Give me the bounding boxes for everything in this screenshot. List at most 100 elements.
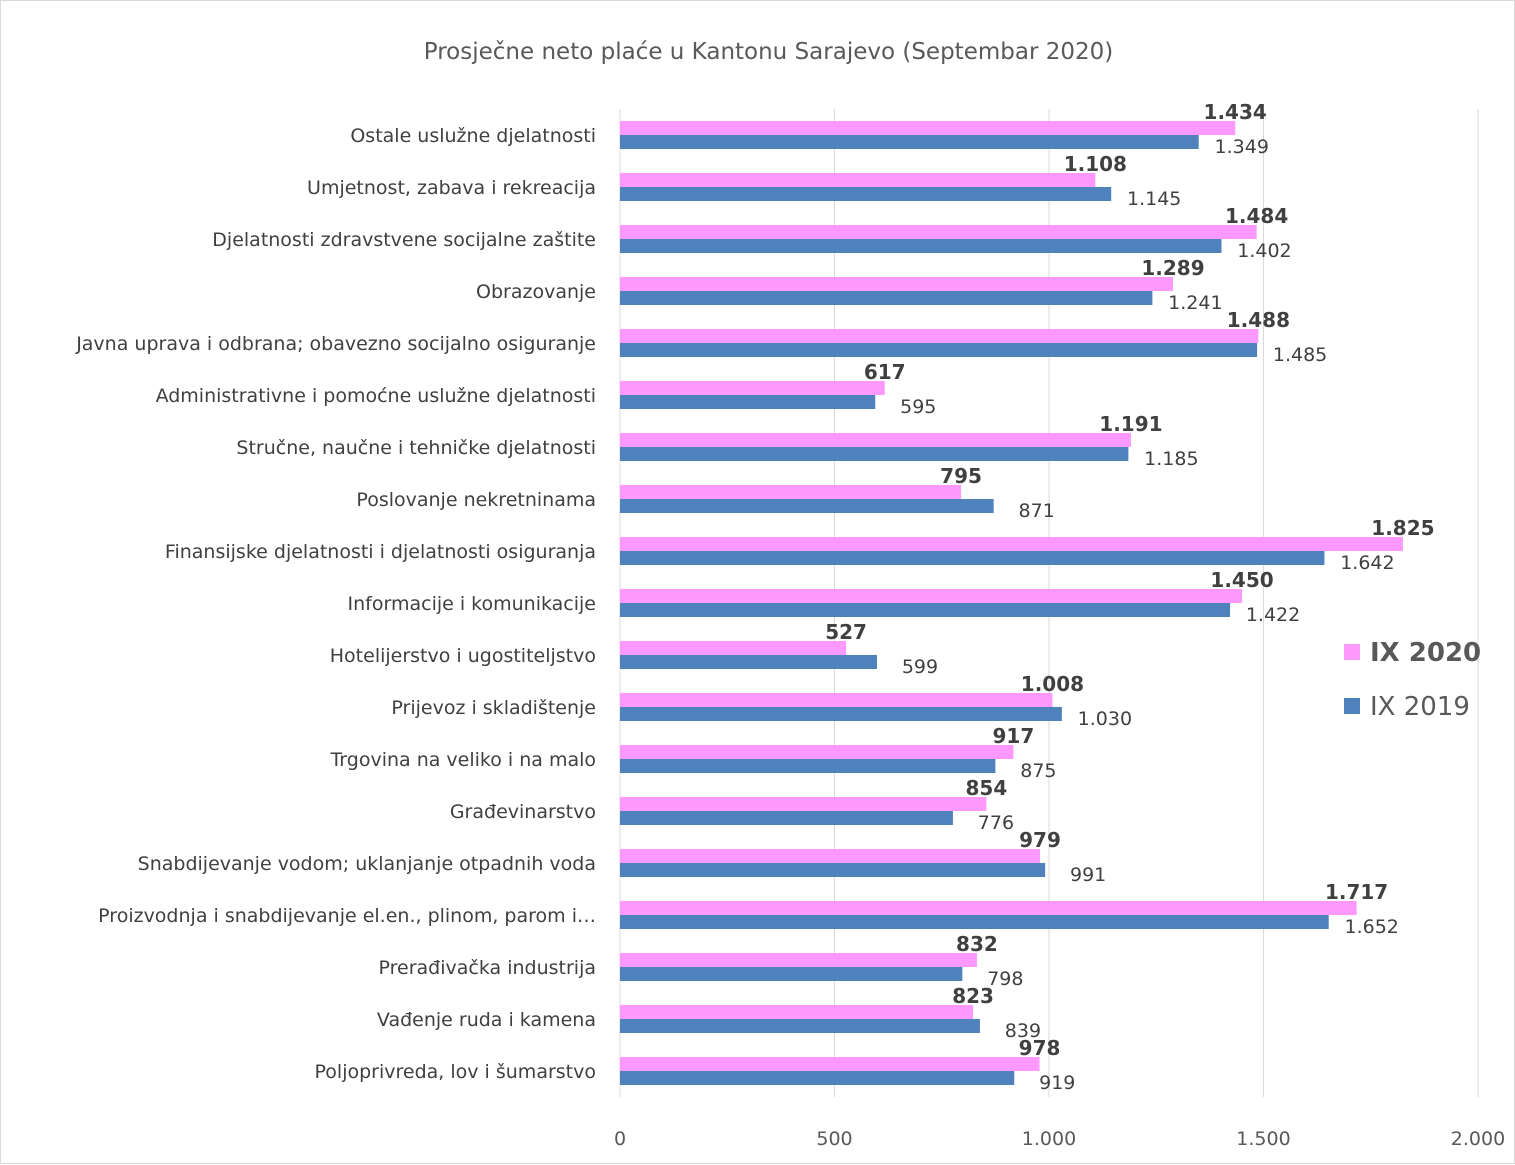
data-label-ix-2020: 1.191 — [1099, 412, 1162, 436]
x-tick-label: 0 — [614, 1128, 626, 1150]
data-label-ix-2019: 599 — [902, 656, 938, 678]
category-label: Prijevoz i skladištenje — [391, 697, 596, 719]
bar-ix-2019 — [620, 811, 953, 825]
category-label: Prerađivačka industrija — [379, 957, 596, 979]
category-label: Djelatnosti zdravstvene socijalne zaštit… — [212, 229, 596, 251]
bar-ix-2020 — [620, 121, 1236, 135]
data-label-ix-2019: 875 — [1020, 760, 1056, 782]
data-label-ix-2020: 1.289 — [1141, 256, 1204, 280]
data-label-ix-2019: 1.402 — [1237, 240, 1291, 262]
category-label: Finansijske djelatnosti i djelatnosti os… — [165, 541, 596, 563]
data-label-ix-2019: 839 — [1005, 1020, 1041, 1042]
data-label-ix-2019: 1.642 — [1340, 552, 1394, 574]
data-label-ix-2020: 1.008 — [1021, 672, 1084, 696]
legend-swatch-ix-2020 — [1344, 644, 1360, 660]
category-label: Obrazovanje — [476, 281, 596, 303]
category-label: Administrativne i pomoćne uslužne djelat… — [156, 385, 596, 407]
bar-ix-2020 — [620, 433, 1131, 447]
bar-ix-2019 — [620, 863, 1046, 877]
data-label-ix-2019: 1.349 — [1215, 136, 1269, 158]
data-label-ix-2020: 1.488 — [1227, 308, 1290, 332]
bar-ix-2019 — [620, 343, 1258, 357]
bar-ix-2020 — [620, 173, 1096, 187]
bar-ix-2019 — [620, 655, 877, 669]
bar-ix-2020 — [620, 225, 1257, 239]
bar-ix-2019 — [620, 499, 994, 513]
data-label-ix-2019: 1.652 — [1345, 916, 1399, 938]
bar-ix-2019 — [620, 1019, 980, 1033]
bar-ix-2019 — [620, 1071, 1015, 1085]
category-label: Građevinarstvo — [450, 801, 596, 823]
x-tick-label: 1.500 — [1236, 1128, 1290, 1150]
bar-ix-2019 — [620, 135, 1199, 149]
category-label: Trgovina na veliko i na malo — [329, 749, 596, 771]
bar-ix-2020 — [620, 329, 1259, 343]
bar-ix-2019 — [620, 395, 876, 409]
data-label-ix-2020: 1.484 — [1225, 204, 1288, 228]
category-label: Informacije i komunikacije — [348, 593, 596, 615]
data-label-ix-2019: 1.241 — [1168, 292, 1222, 314]
data-label-ix-2019: 776 — [978, 812, 1014, 834]
data-label-ix-2019: 919 — [1039, 1072, 1075, 1094]
bar-ix-2019 — [620, 551, 1325, 565]
category-label: Ostale uslužne djelatnosti — [350, 125, 596, 147]
x-axis-tick-labels: 0 500 1.000 1.500 2.000 — [614, 1128, 1505, 1150]
data-label-ix-2019: 1.422 — [1246, 604, 1300, 626]
bars — [620, 121, 1403, 1085]
data-label-ix-2019: 871 — [1019, 500, 1055, 522]
data-label-ix-2020: 1.717 — [1325, 880, 1388, 904]
category-label: Hotelijerstvo i ugostiteljstvo — [330, 645, 596, 667]
data-label-ix-2019: 1.185 — [1144, 448, 1198, 470]
data-label-ix-2020: 978 — [1019, 1036, 1061, 1060]
data-label-ix-2020: 1.450 — [1210, 568, 1273, 592]
bar-ix-2019 — [620, 239, 1222, 253]
bar-ix-2019 — [620, 603, 1231, 617]
category-label: Umjetnost, zabava i rekreacija — [307, 177, 596, 199]
data-label-ix-2020: 854 — [965, 776, 1007, 800]
data-label-ix-2020: 832 — [956, 932, 998, 956]
data-label-ix-2020: 527 — [825, 620, 867, 644]
data-label-ix-2020: 795 — [940, 464, 982, 488]
data-label-ix-2020: 917 — [993, 724, 1035, 748]
legend-label-ix-2020: IX 2020 — [1370, 638, 1481, 668]
bar-ix-2019 — [620, 967, 963, 981]
bar-ix-2020 — [620, 641, 847, 655]
bar-ix-2020 — [620, 953, 977, 967]
category-label: Proizvodnja i snabdijevanje el.en., plin… — [98, 905, 596, 927]
bar-ix-2019 — [620, 759, 996, 773]
bar-ix-2020 — [620, 277, 1173, 291]
category-label: Vađenje ruda i kamena — [377, 1009, 596, 1031]
bar-ix-2020 — [620, 589, 1243, 603]
bar-ix-2020 — [620, 797, 987, 811]
bar-ix-2019 — [620, 915, 1329, 929]
bar-ix-2020 — [620, 901, 1357, 915]
bar-ix-2020 — [620, 849, 1040, 863]
bar-ix-2020 — [620, 693, 1053, 707]
x-tick-label: 1.000 — [1022, 1128, 1076, 1150]
data-label-ix-2020: 617 — [864, 360, 906, 384]
data-label-ix-2020: 823 — [952, 984, 994, 1008]
category-label: Javna uprava i odbrana; obavezno socijal… — [75, 333, 596, 355]
data-label-ix-2019: 595 — [900, 396, 936, 418]
chart-title: Prosječne neto plaće u Kantonu Sarajevo … — [423, 39, 1114, 65]
data-label-ix-2020: 1.108 — [1064, 152, 1127, 176]
data-label-ix-2020: 1.434 — [1204, 100, 1267, 124]
data-label-ix-2020: 979 — [1019, 828, 1061, 852]
data-label-ix-2020: 1.825 — [1371, 516, 1434, 540]
data-label-ix-2019: 1.145 — [1127, 188, 1181, 210]
data-label-ix-2019: 991 — [1070, 864, 1106, 886]
bar-ix-2020 — [620, 537, 1403, 551]
category-label: Stručne, naučne i tehničke djelatnosti — [236, 437, 596, 459]
category-label: Poslovanje nekretninama — [356, 489, 596, 511]
legend: IX 2020 IX 2019 — [1344, 638, 1481, 722]
bar-ix-2019 — [620, 707, 1062, 721]
bar-ix-2020 — [620, 1057, 1040, 1071]
bar-ix-2019 — [620, 447, 1129, 461]
bar-ix-2019 — [620, 187, 1112, 201]
x-tick-label: 2.000 — [1451, 1128, 1505, 1150]
x-tick-label: 500 — [816, 1128, 852, 1150]
bar-ix-2020 — [620, 381, 885, 395]
data-label-ix-2019: 798 — [987, 968, 1023, 990]
